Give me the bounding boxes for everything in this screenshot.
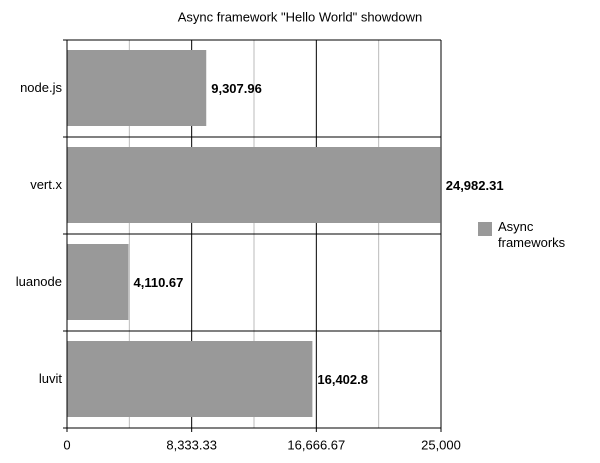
y-tick-label: vert.x xyxy=(30,177,62,192)
x-tick-label: 25,000 xyxy=(421,437,461,452)
bar xyxy=(67,341,313,417)
y-tick-label: luvit xyxy=(39,371,63,386)
bar xyxy=(67,147,441,223)
x-tick-label: 0 xyxy=(63,437,70,452)
legend-swatch xyxy=(478,222,492,236)
value-label: 24,982.31 xyxy=(446,178,504,193)
y-tick-label: luanode xyxy=(16,274,62,289)
bar xyxy=(67,50,207,126)
value-label: 9,307.96 xyxy=(211,81,262,96)
y-tick-label: node.js xyxy=(20,80,62,95)
value-label: 16,402.8 xyxy=(317,372,368,387)
value-label: 4,110.67 xyxy=(133,275,183,290)
x-tick-label: 8,333.33 xyxy=(166,437,217,452)
x-tick-label: 16,666.67 xyxy=(287,437,345,452)
bar xyxy=(67,244,129,320)
chart-title: Async framework "Hello World" showdown xyxy=(178,9,423,24)
legend-label: Async frameworks xyxy=(498,219,566,250)
